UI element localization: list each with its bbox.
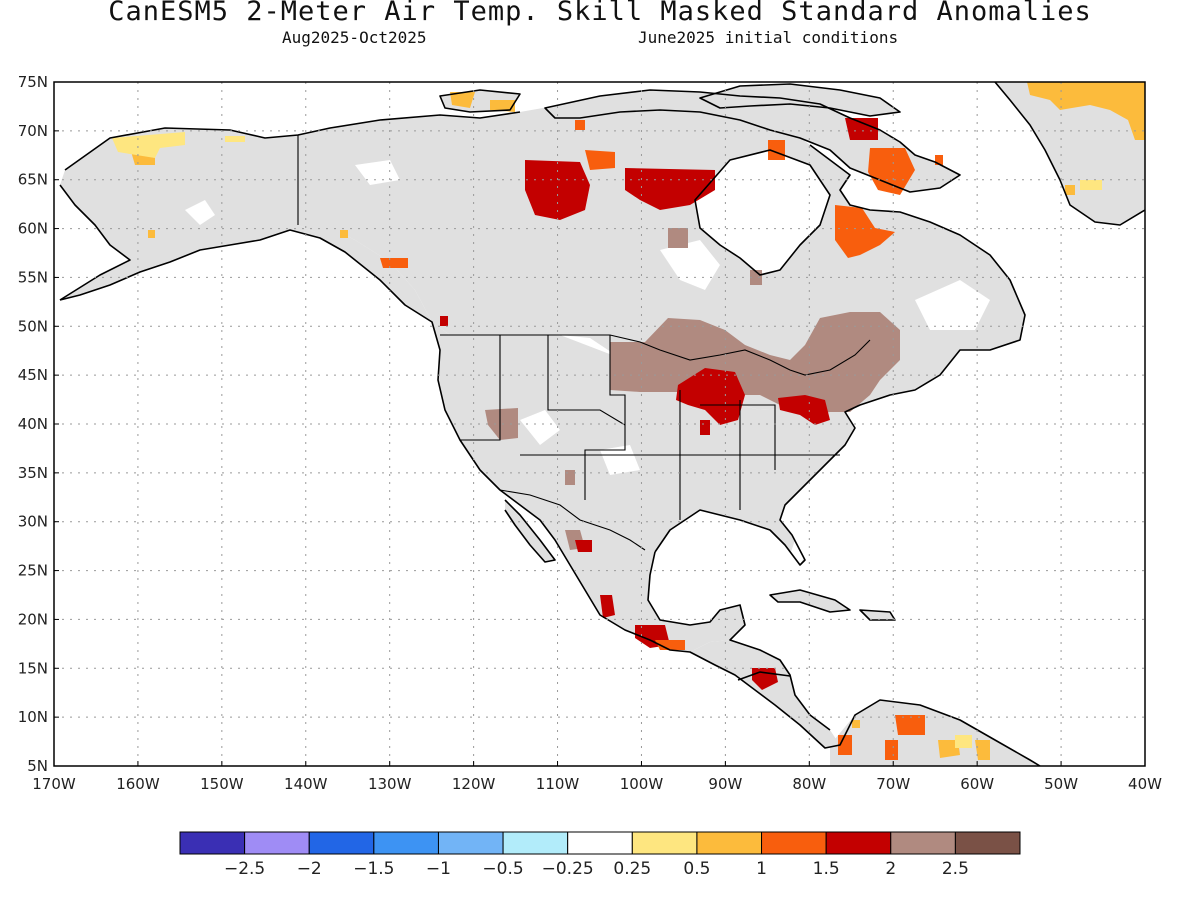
x-tick-label: 100W xyxy=(620,775,664,793)
x-tick-label: 40W xyxy=(1128,775,1162,793)
y-tick-label: 20N xyxy=(18,610,48,628)
x-tick-label: 60W xyxy=(960,775,994,793)
y-tick-label: 65N xyxy=(18,171,48,189)
colorbar-label: −2.5 xyxy=(224,859,265,879)
colorbar-label: 2 xyxy=(885,859,896,879)
x-tick-label: 140W xyxy=(284,775,328,793)
map-title: CanESM5 2-Meter Air Temp. Skill Masked S… xyxy=(108,0,1092,27)
graticule xyxy=(54,82,1145,766)
colorbar-swatch xyxy=(373,831,439,855)
colorbar-label: −0.25 xyxy=(542,859,594,879)
colorbar-swatch xyxy=(308,831,375,855)
x-tick-label: 110W xyxy=(536,775,580,793)
colorbar-swatch xyxy=(567,831,633,855)
colorbar-label: −1.5 xyxy=(353,859,394,879)
x-tick-label: 120W xyxy=(452,775,496,793)
colorbar-swatch xyxy=(631,831,698,855)
colorbar-label: 0.5 xyxy=(683,859,710,879)
x-tick-label: 50W xyxy=(1044,775,1078,793)
colorbar: −2.5 −2 −1.5 −1 −0.5 −0.25 0.25 0.5 1 1.5 2 2.5 xyxy=(179,831,1021,879)
x-tick-label: 90W xyxy=(708,775,742,793)
y-tick-label: 50N xyxy=(18,317,48,335)
colorbar-label: −1 xyxy=(426,859,451,879)
initial-conditions: June2025 initial conditions xyxy=(638,28,899,47)
x-tick-label: 80W xyxy=(792,775,826,793)
x-tick-label: 70W xyxy=(876,775,910,793)
colorbar-label: −0.5 xyxy=(482,859,523,879)
y-tick-label: 30N xyxy=(18,513,48,531)
valid-period: Aug2025-Oct2025 xyxy=(282,28,427,47)
colorbar-label: 1 xyxy=(756,859,767,879)
y-tick-label: 25N xyxy=(18,562,48,580)
colorbar-swatch xyxy=(825,831,892,855)
colorbar-swatch xyxy=(502,831,569,855)
colorbar-swatch xyxy=(954,831,1021,855)
x-tick-label: 150W xyxy=(200,775,244,793)
colorbar-label: −2 xyxy=(297,859,322,879)
colorbar-label: 0.25 xyxy=(613,859,651,879)
y-tick-label: 45N xyxy=(18,366,48,384)
coastlines xyxy=(59,82,1145,766)
political-borders xyxy=(297,135,871,551)
x-tick-label: 170W xyxy=(32,775,76,793)
colorbar-swatch xyxy=(244,831,310,855)
colorbar-swatch xyxy=(437,831,504,855)
y-tick-label: 75N xyxy=(18,73,48,91)
colorbar-label: 2.5 xyxy=(942,859,969,879)
y-axis: 75N 70N 65N 60N 55N 50N 45N 40N 35N 30N 25N 20N 15N 1… xyxy=(18,73,59,775)
colorbar-swatch xyxy=(761,831,827,855)
y-tick-label: 35N xyxy=(18,464,48,482)
y-tick-label: 70N xyxy=(18,122,48,140)
y-tick-label: 10N xyxy=(18,708,48,726)
x-axis: 170W 160W 150W 140W 130W 120W 110W 100W 90W 80W 70… xyxy=(32,761,1162,793)
colorbar-swatch xyxy=(890,831,956,855)
colorbar-label: 1.5 xyxy=(813,859,840,879)
y-tick-label: 55N xyxy=(18,268,48,286)
y-tick-label: 5N xyxy=(27,757,48,775)
y-tick-label: 40N xyxy=(18,415,48,433)
x-tick-label: 160W xyxy=(116,775,160,793)
colorbar-swatch xyxy=(696,831,763,855)
x-tick-label: 130W xyxy=(368,775,412,793)
unmasked-areas xyxy=(185,150,990,565)
colorbar-swatch xyxy=(179,831,246,855)
y-tick-label: 60N xyxy=(18,220,48,238)
y-tick-label: 15N xyxy=(18,659,48,677)
anomaly-cells xyxy=(112,82,1145,760)
